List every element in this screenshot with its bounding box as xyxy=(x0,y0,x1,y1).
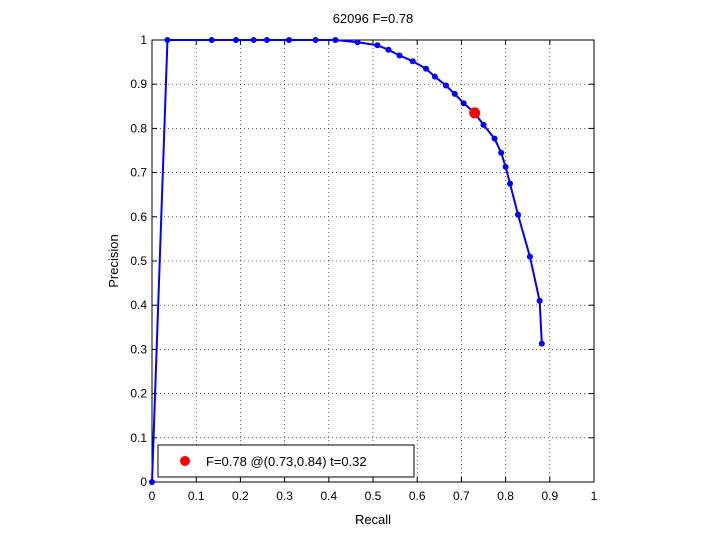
data-point xyxy=(442,82,449,89)
data-point xyxy=(423,65,430,72)
data-point xyxy=(431,73,438,80)
x-tick-label: 0.6 xyxy=(409,489,426,503)
legend-box xyxy=(157,444,415,478)
data-point xyxy=(164,37,171,43)
data-point xyxy=(286,37,293,43)
y-tick-label: 0.3 xyxy=(130,342,147,356)
y-tick-label: 0.9 xyxy=(130,77,147,91)
x-axis-label: Recall xyxy=(355,512,391,527)
data-point xyxy=(312,37,319,43)
legend-entry: F=0.78 @(0.73,0.84) t=0.32 xyxy=(206,454,367,469)
data-point xyxy=(507,180,514,187)
x-tick-label: 0.7 xyxy=(453,489,470,503)
series-layer xyxy=(149,37,545,485)
x-tick-label: 0.8 xyxy=(497,489,514,503)
data-point xyxy=(451,90,458,97)
legend: F=0.78 @(0.73,0.84) t=0.32 xyxy=(157,444,415,478)
legend-marker xyxy=(180,456,190,466)
data-point xyxy=(250,37,257,43)
data-point xyxy=(385,46,392,53)
x-tick-label: 0.9 xyxy=(541,489,558,503)
y-tick-label: 1 xyxy=(140,33,147,47)
data-point xyxy=(409,58,416,65)
data-point xyxy=(526,253,533,260)
data-point xyxy=(460,100,467,107)
y-tick-label: 0.1 xyxy=(130,431,147,445)
y-tick-label: 0.2 xyxy=(130,387,147,401)
data-point xyxy=(480,121,487,128)
y-tick-label: 0.5 xyxy=(130,254,147,268)
y-tick-label: 0.4 xyxy=(130,298,147,312)
data-point xyxy=(538,340,545,347)
x-tick-label: 0.2 xyxy=(232,489,249,503)
chart-title: 62096 F=0.78 xyxy=(333,11,414,26)
x-tick-label: 0.1 xyxy=(188,489,205,503)
y-tick-label: 0.8 xyxy=(130,121,147,135)
data-point xyxy=(232,37,239,43)
x-tick-label: 0.3 xyxy=(276,489,293,503)
data-point xyxy=(208,37,215,43)
data-point xyxy=(502,163,509,170)
data-point xyxy=(332,37,339,43)
data-point xyxy=(514,211,521,218)
y-tick-label: 0.7 xyxy=(130,166,147,180)
data-point xyxy=(536,297,543,304)
highlight-layer xyxy=(469,107,481,119)
x-tick-label: 0.5 xyxy=(365,489,382,503)
x-tick-label: 0.4 xyxy=(320,489,337,503)
y-tick-label: 0.6 xyxy=(130,210,147,224)
best-f-point xyxy=(469,107,481,119)
y-tick-label: 0 xyxy=(140,475,147,489)
data-point xyxy=(354,39,361,46)
grid xyxy=(152,40,594,482)
data-point xyxy=(396,52,403,59)
data-point xyxy=(498,149,505,156)
y-axis-label: Precision xyxy=(106,234,121,287)
data-point xyxy=(263,37,270,43)
x-tick-label: 0 xyxy=(149,489,156,503)
data-point xyxy=(491,135,498,142)
x-tick-label: 1 xyxy=(591,489,598,503)
data-point xyxy=(149,479,155,485)
axis-ticks: 0 0.1 0.2 0.3 0.4 0.5 0.6 0.7 0.8 0.9 1 0 0.1 0.2 0.3 0… xyxy=(130,33,597,503)
data-point xyxy=(374,42,381,49)
